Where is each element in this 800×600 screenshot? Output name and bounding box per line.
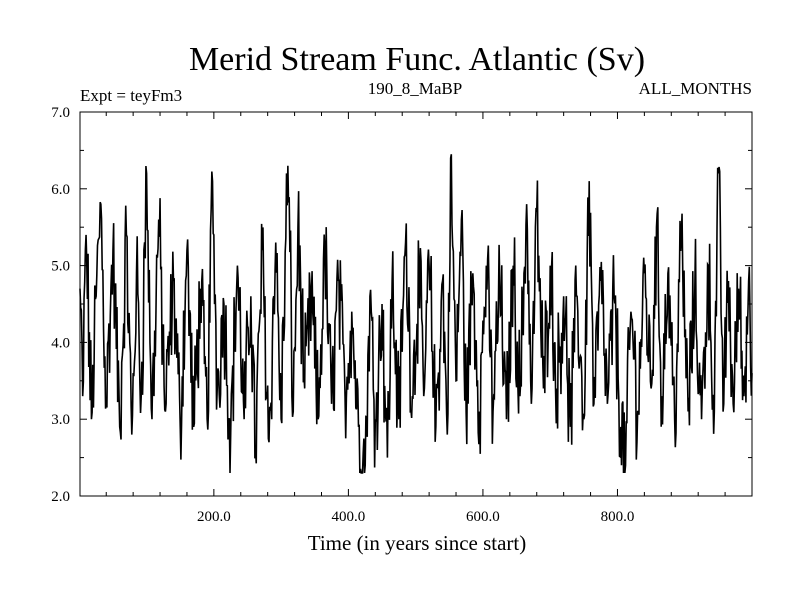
x-tick-label: 400.0 — [332, 509, 366, 525]
period-label: 190_8_MaBP — [368, 79, 462, 98]
plot-frame — [79, 111, 753, 497]
y-tick-label: 5.0 — [51, 259, 70, 275]
expt-label: Expt = teyFm3 — [80, 86, 182, 105]
chart-title: Merid Stream Func. Atlantic (Sv) — [189, 41, 645, 78]
months-label: ALL_MONTHS — [639, 79, 752, 98]
y-tick-label: 2.0 — [51, 489, 70, 505]
x-axis-label: Time (in years since start) — [308, 531, 527, 555]
y-tick-label: 6.0 — [51, 182, 70, 198]
y-tick-label: 3.0 — [51, 412, 70, 428]
x-tick-label: 800.0 — [601, 509, 635, 525]
y-tick-label: 4.0 — [51, 335, 70, 351]
x-tick-label: 200.0 — [197, 509, 231, 525]
y-tick-label: 7.0 — [51, 105, 70, 121]
x-tick-label: 600.0 — [466, 509, 500, 525]
series-line — [79, 154, 753, 474]
